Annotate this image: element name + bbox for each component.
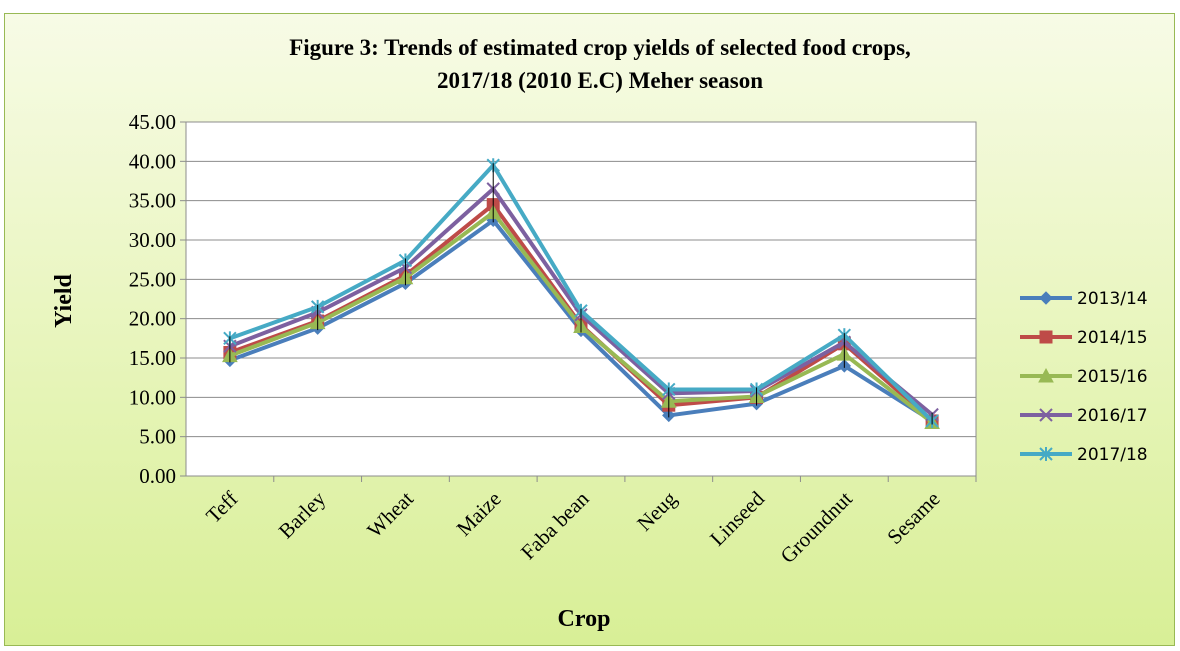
y-tick-label: 10.00 — [129, 385, 176, 409]
y-tick-label: 35.00 — [129, 189, 176, 213]
x-tick-label: Maize — [452, 487, 506, 541]
legend-label: 2016/17 — [1077, 406, 1148, 426]
legend-item: 2017/18 — [1020, 445, 1148, 465]
plot-area — [185, 121, 977, 477]
legend-item: 2016/17 — [1020, 406, 1148, 426]
range-bars — [229, 163, 933, 425]
chart-title-line2: 2017/18 (2010 E.C) Meher season — [437, 68, 763, 93]
legend-label: 2013/14 — [1077, 289, 1148, 309]
legend-label: 2015/16 — [1077, 367, 1148, 387]
y-tick-label: 40.00 — [129, 149, 176, 173]
legend-item: 2014/15 — [1020, 328, 1148, 348]
y-axis-ticks: 0.00 5.00 10.00 15.00 20.00 25.00 30.00 35.00 40… — [129, 110, 176, 488]
x-tick-label: Groundnut — [776, 486, 857, 567]
y-tick-label: 15.00 — [129, 346, 176, 370]
legend: 2013/14 2014/15 2015/16 2016/17 2017/18 — [1020, 289, 1148, 465]
x-tick-label: Wheat — [362, 486, 418, 542]
x-tick-label: Sesame — [882, 487, 944, 549]
chart-title-line1: Figure 3: Trends of estimated crop yield… — [289, 35, 911, 60]
legend-marker — [1039, 291, 1053, 305]
y-tick-label: 20.00 — [129, 307, 176, 331]
x-axis-ticks: Teff Barley Wheat Maize Faba bean Neug Linseed… — [201, 486, 944, 568]
x-tick-label: Linseed — [705, 486, 769, 550]
legend-item: 2015/16 — [1020, 367, 1148, 387]
x-tick-label: Faba bean — [516, 486, 594, 564]
legend-label: 2017/18 — [1077, 445, 1148, 465]
legend-label: 2014/15 — [1077, 328, 1148, 348]
legend-marker — [1039, 447, 1053, 461]
series-lines — [222, 158, 940, 430]
y-tick-label: 5.00 — [139, 425, 176, 449]
legend-marker — [1039, 330, 1053, 344]
legend-item: 2013/14 — [1020, 289, 1148, 309]
legend-marker — [1038, 367, 1054, 383]
y-tick-label: 0.00 — [139, 464, 176, 488]
y-tick-label: 25.00 — [129, 267, 176, 291]
y-axis-label: Yield — [51, 273, 77, 327]
y-tick-label: 45.00 — [129, 110, 176, 134]
legend-marker — [1039, 408, 1053, 422]
x-axis-label: Crop — [558, 606, 611, 632]
y-tick-label: 30.00 — [129, 228, 176, 252]
x-tick-label: Teff — [201, 487, 242, 528]
x-tick-label: Barley — [274, 486, 331, 543]
x-tick-label: Neug — [632, 486, 681, 535]
